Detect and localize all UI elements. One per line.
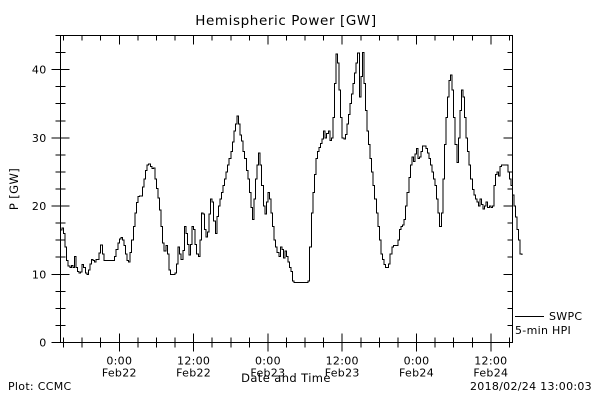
data-series-group <box>60 52 523 283</box>
chart-title: Hemispheric Power [GW] <box>195 13 377 29</box>
series-line-0 <box>60 52 523 283</box>
plot-credit: Plot: CCMC <box>8 380 71 393</box>
x-tick-label-date: Feb24 <box>473 367 508 380</box>
legend-label-line1: SWPC <box>549 310 582 323</box>
y-tick-label: 40 <box>32 64 47 77</box>
x-tick-label-date: Feb22 <box>102 367 137 380</box>
x-tick-label-time: 12:00 <box>177 355 210 368</box>
plot-frame <box>59 34 514 344</box>
x-tick-label-date: Feb23 <box>325 367 360 380</box>
x-tick-label-time: 0:00 <box>255 355 281 368</box>
x-tick-label-date: Feb24 <box>399 367 434 380</box>
x-tick-label-date: Feb22 <box>176 367 211 380</box>
y-tick-label: 0 <box>39 337 46 350</box>
y-tick-label: 20 <box>32 200 47 213</box>
x-tick-label-time: 12:00 <box>326 355 359 368</box>
x-tick-label-time: 12:00 <box>474 355 507 368</box>
x-tick-label-date: Feb23 <box>250 367 285 380</box>
x-axis-title: Date and Time <box>241 371 331 385</box>
legend: SWPC 5-min HPI <box>515 310 582 337</box>
y-tick-label: 30 <box>32 132 47 145</box>
x-axis: 0:00Feb2212:00Feb220:00Feb2312:00Feb230:… <box>63 35 510 380</box>
y-tick-label: 10 <box>32 268 47 281</box>
x-tick-label-time: 0:00 <box>404 355 430 368</box>
plot-timestamp: 2018/02/24 13:00:03 <box>470 380 592 393</box>
y-axis-title: P [GW] <box>7 168 21 210</box>
y-axis: 0 10 20 30 40 <box>32 35 513 350</box>
legend-label-line2: 5-min HPI <box>515 324 571 337</box>
x-tick-label-time: 0:00 <box>106 355 132 368</box>
